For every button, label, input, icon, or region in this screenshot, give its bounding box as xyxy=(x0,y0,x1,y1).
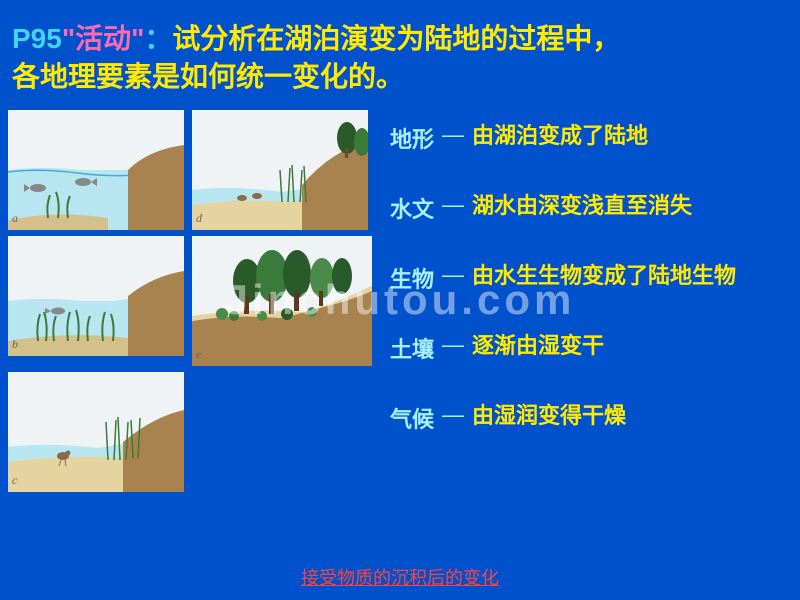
bottom-link[interactable]: 接受物质的沉积后的变化 xyxy=(301,564,499,590)
panel-c: c xyxy=(8,372,184,492)
panel-e-label: e xyxy=(196,347,201,362)
panel-a-label: a xyxy=(12,211,18,226)
panel-d: d xyxy=(192,110,368,230)
factor-desc-soil: 逐渐由湿变干 xyxy=(472,332,604,361)
factor-label-biology: 生物 xyxy=(390,262,434,294)
dash-icon: — xyxy=(442,262,464,288)
panel-c-label: c xyxy=(12,473,17,488)
factor-terrain: 地形 — 由湖泊变成了陆地 xyxy=(390,122,792,154)
title-line-1: P95"活动"：试分析在湖泊演变为陆地的过程中， xyxy=(12,20,788,58)
factor-desc-hydrology: 湖水由深变浅直至消失 xyxy=(472,192,692,221)
panel-a: a xyxy=(8,110,184,230)
page-ref: P95 xyxy=(12,23,62,54)
dash-icon: — xyxy=(442,122,464,148)
factor-desc-biology: 由水生生物变成了陆地生物 xyxy=(472,262,736,291)
slide-title: P95"活动"：试分析在湖泊演变为陆地的过程中， 各地理要素是如何统一变化的。 xyxy=(0,0,800,104)
activity-label: "活动" xyxy=(62,23,145,54)
factors-column: 地形 — 由湖泊变成了陆地 水文 — 湖水由深变浅直至消失 生物 — 由水生生物… xyxy=(380,104,800,492)
panel-d-label: d xyxy=(196,211,202,226)
dash-icon: — xyxy=(442,402,464,428)
factor-desc-terrain: 由湖泊变成了陆地 xyxy=(472,122,648,151)
panel-b-label: b xyxy=(12,337,18,352)
factor-label-soil: 土壤 xyxy=(390,332,434,364)
diagram-row-3: c xyxy=(8,372,380,492)
title-main-2: 各地理要素是如何统一变化的。 xyxy=(12,61,404,92)
title-colon: ： xyxy=(144,23,172,54)
factor-soil: 土壤 — 逐渐由湿变干 xyxy=(390,332,792,364)
title-line-2: 各地理要素是如何统一变化的。 xyxy=(12,58,788,96)
factor-label-terrain: 地形 xyxy=(390,122,434,154)
panel-e: e xyxy=(192,236,372,366)
title-main-1: 试分析在湖泊演变为陆地的过程中， xyxy=(172,23,620,54)
diagram-column: a xyxy=(0,104,380,492)
content-area: a xyxy=(0,104,800,492)
diagram-row-2: b xyxy=(8,236,380,366)
diagram-row-1: a xyxy=(8,110,380,230)
factor-desc-climate: 由湿润变得干燥 xyxy=(472,402,626,431)
panel-b: b xyxy=(8,236,184,356)
factor-hydrology: 水文 — 湖水由深变浅直至消失 xyxy=(390,192,792,224)
factor-label-climate: 气候 xyxy=(390,402,434,434)
factor-biology: 生物 — 由水生生物变成了陆地生物 xyxy=(390,262,792,294)
factor-climate: 气候 — 由湿润变得干燥 xyxy=(390,402,792,434)
factor-label-hydrology: 水文 xyxy=(390,192,434,224)
dash-icon: — xyxy=(442,332,464,358)
dash-icon: — xyxy=(442,192,464,218)
